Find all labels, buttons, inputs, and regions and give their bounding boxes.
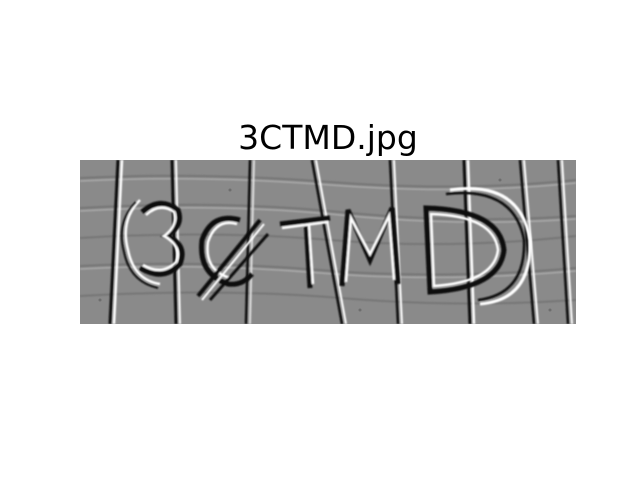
figure-title: 3CTMD.jpg [238,118,418,157]
noise-vertical-lines [108,160,573,324]
captcha-image [80,160,576,324]
captcha-image-graphic [80,160,576,324]
captcha-glyphs [120,187,532,306]
